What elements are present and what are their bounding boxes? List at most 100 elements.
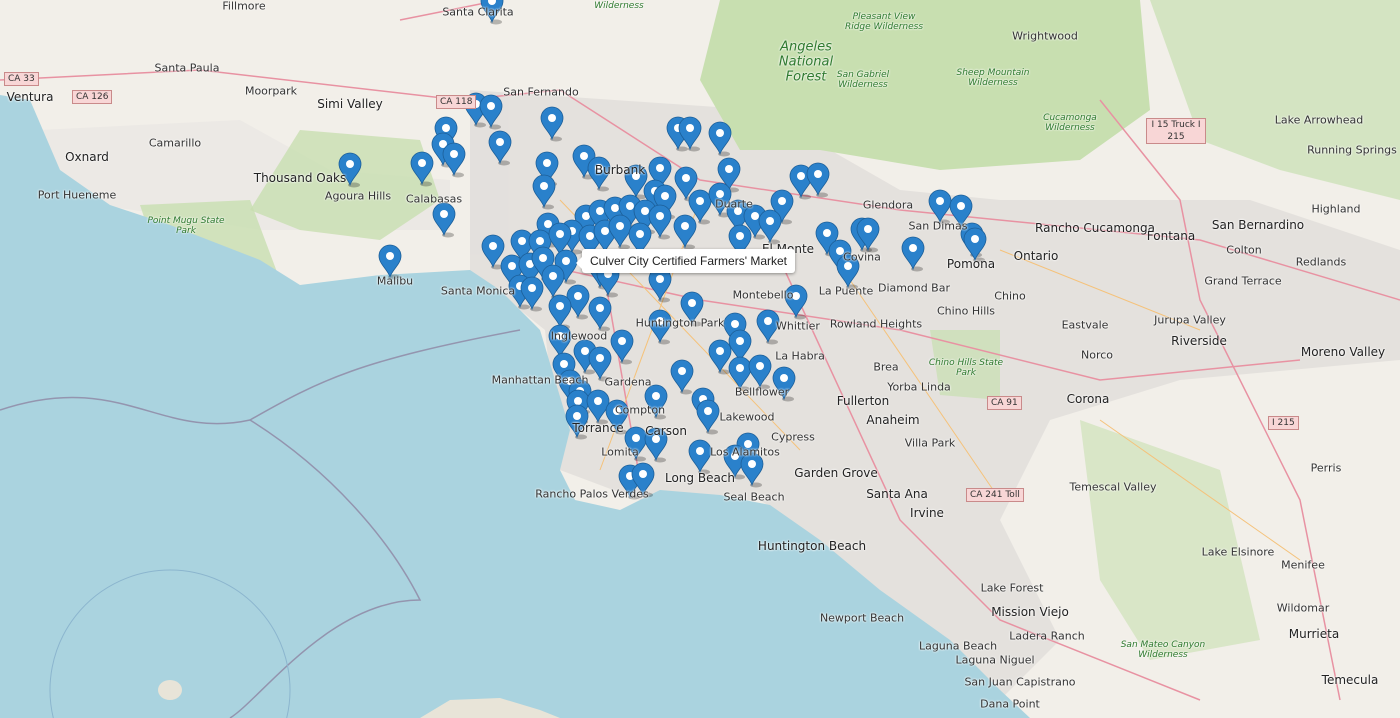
map-marker-icon[interactable] (748, 354, 772, 390)
map-marker-icon[interactable] (631, 462, 655, 498)
map-marker-icon[interactable] (723, 444, 747, 480)
map-marker-icon[interactable] (532, 174, 556, 210)
map-marker-icon[interactable] (588, 296, 612, 332)
map-marker-icon[interactable] (633, 199, 657, 235)
map-marker-icon[interactable] (772, 366, 796, 402)
map-marker-icon[interactable] (442, 142, 466, 178)
map-marker-icon[interactable] (784, 284, 808, 320)
map-marker-icon[interactable] (644, 384, 668, 420)
map-marker-icon[interactable] (378, 244, 402, 280)
place-label: Duarte (715, 197, 753, 211)
map-marker-icon[interactable] (680, 291, 704, 327)
place-label: Dana Point (980, 697, 1040, 711)
map-marker-icon[interactable] (708, 182, 732, 218)
place-label: Ladera Ranch (1009, 629, 1085, 643)
map-marker-icon[interactable] (758, 209, 782, 245)
map-marker-icon[interactable] (743, 204, 767, 240)
map-marker-icon[interactable] (678, 116, 702, 152)
map-marker-icon[interactable] (588, 346, 612, 382)
map-marker-icon[interactable] (670, 359, 694, 395)
map-marker-icon[interactable] (648, 267, 672, 303)
place-label: Corona (1066, 392, 1110, 406)
map-marker-icon[interactable] (648, 309, 672, 345)
map-marker-icon[interactable] (806, 162, 830, 198)
park-label: Wilderness (594, 1, 644, 11)
place-label: Eastvale (1061, 318, 1109, 332)
place-label: Moreno Valley (1300, 345, 1386, 359)
park-label: Chino Hills State Park (928, 358, 1004, 378)
place-label: Santa Monica (440, 284, 516, 298)
place-label: Colton (1226, 243, 1262, 257)
map-marker-icon[interactable] (728, 356, 752, 392)
place-label: Wildomar (1276, 601, 1330, 615)
place-label: Running Springs (1307, 143, 1397, 157)
route-shield: I 15 Truck I 215 (1146, 118, 1206, 144)
map-marker-icon[interactable] (554, 249, 578, 285)
map-marker-icon[interactable] (644, 427, 668, 463)
place-label: Burbank (594, 163, 646, 177)
marker-tooltip: Culver City Certified Farmers' Market (576, 249, 795, 273)
map-marker-icon[interactable] (608, 214, 632, 250)
map-marker-icon[interactable] (856, 217, 880, 253)
place-label: Lake Arrowhead (1274, 113, 1364, 127)
place-label: Lomita (601, 445, 639, 459)
place-label: Chino Hills (936, 304, 996, 318)
map-marker-icon[interactable] (410, 151, 434, 187)
map-marker-icon[interactable] (573, 339, 597, 375)
map-marker-icon[interactable] (624, 426, 648, 462)
map-marker-icon[interactable] (432, 202, 456, 238)
map-marker-icon[interactable] (836, 254, 860, 290)
map-marker-icon[interactable] (688, 189, 712, 225)
map-marker-icon[interactable] (696, 399, 720, 435)
map-marker-icon[interactable] (481, 234, 505, 270)
map-marker-icon[interactable] (605, 399, 629, 435)
place-label: Compton (614, 403, 666, 417)
map-marker-icon[interactable] (708, 121, 732, 157)
place-label: Redlands (1295, 255, 1347, 269)
map-marker-icon[interactable] (708, 339, 732, 375)
map-marker-icon[interactable] (756, 309, 780, 345)
map-marker-icon[interactable] (587, 156, 611, 192)
map-marker-icon[interactable] (624, 164, 648, 200)
map-marker-icon[interactable] (338, 152, 362, 188)
map-marker-icon[interactable] (901, 236, 925, 272)
place-label: Perris (1310, 461, 1342, 475)
place-label: Chino (994, 289, 1026, 303)
map-marker-icon[interactable] (688, 439, 712, 475)
route-shield: I 215 (1268, 416, 1299, 430)
map-marker-icon[interactable] (963, 227, 987, 263)
place-label: Grand Terrace (1204, 274, 1282, 288)
map-marker-icon[interactable] (610, 329, 634, 365)
map-marker-icon[interactable] (488, 130, 512, 166)
place-label: Cypress (771, 430, 815, 444)
map-marker-icon[interactable] (648, 204, 672, 240)
place-label: Manhattan Beach (491, 373, 589, 387)
map-marker-icon[interactable] (673, 214, 697, 250)
park-label: Cucamonga Wilderness (1043, 113, 1097, 133)
place-label: Yorba Linda (887, 380, 951, 394)
map-marker-icon[interactable] (789, 164, 813, 200)
place-label: Norco (1080, 348, 1114, 362)
map-marker-icon[interactable] (928, 189, 952, 225)
place-label: Anaheim (866, 413, 920, 427)
park-label: San Mateo Canyon Wilderness (1120, 640, 1206, 660)
map-marker-icon[interactable] (479, 94, 503, 130)
map-marker-icon[interactable] (520, 276, 544, 312)
map-marker-icon[interactable] (540, 106, 564, 142)
sea-boundaries (0, 329, 521, 718)
map-marker-icon[interactable] (949, 194, 973, 230)
map-marker-icon[interactable] (480, 0, 504, 25)
map-marker-icon[interactable] (740, 452, 764, 488)
place-label: Irvine (910, 506, 944, 520)
place-label: Temecula (1321, 673, 1379, 687)
place-label: Santa Ana (866, 487, 928, 501)
place-label: Lakewood (719, 410, 775, 424)
place-label: La Puente (818, 284, 874, 298)
map-marker-icon[interactable] (565, 404, 589, 440)
map-marker-icon[interactable] (770, 189, 794, 225)
place-label: Covina (843, 250, 881, 264)
place-label: Riverside (1171, 334, 1227, 348)
place-label: Rancho Palos Verdes (535, 487, 649, 501)
place-label: Seal Beach (723, 490, 785, 504)
